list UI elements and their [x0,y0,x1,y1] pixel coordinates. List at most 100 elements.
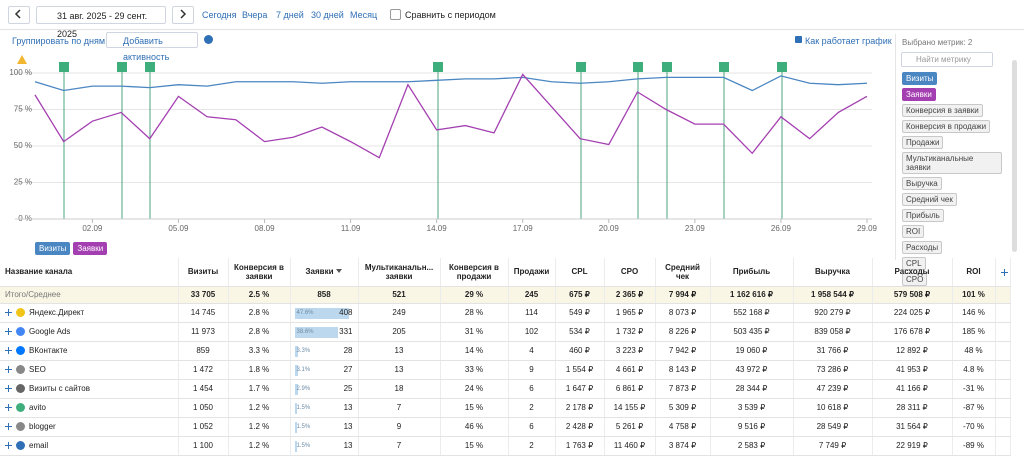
preset[interactable]: Вчера [242,10,268,20]
cell: 1.7 % [228,379,291,399]
metric-option[interactable]: Конверсия в заявки [902,104,983,117]
activity-marker[interactable] [145,62,155,72]
column-header[interactable]: CPO [604,258,656,287]
channel-row: ВКонтакте 859 3.3 % 3.3% 28 13 14 % 4 460 ₽3 223… [0,341,1011,361]
activity-marker[interactable] [117,62,127,72]
metric-option[interactable]: Расходы [902,241,943,254]
column-header[interactable]: Прибыль [710,258,794,287]
metric-option[interactable]: Мультиканальные заявки [902,152,1002,174]
cell: 2 583 ₽ [710,436,794,456]
metric-option[interactable]: Средний чек [902,193,957,206]
metric-selected[interactable]: Заявки [902,88,936,101]
cell: 7 942 ₽ [655,341,711,361]
expand-icon[interactable] [5,442,12,450]
total-cell: 1 958 544 ₽ [793,286,873,304]
next-period[interactable] [172,6,194,24]
metric-option[interactable]: Конверсия в продажи [902,120,991,133]
column-header[interactable]: Заявки [290,258,359,287]
cell: 9 516 ₽ [710,417,794,437]
compare-label[interactable]: Сравнить с периодом [405,10,496,20]
expand-icon[interactable] [5,404,12,412]
expand-icon[interactable] [5,385,12,393]
cell: 3 874 ₽ [655,436,711,456]
metric-option[interactable]: Выручка [902,177,942,190]
date-picker[interactable]: 31 авг. 2025 - 29 сент. 2025 [36,6,166,39]
total-cell: 579 508 ₽ [872,286,953,304]
channel-icon [16,327,25,337]
expand-icon[interactable] [5,423,12,431]
share-bar: 1.5% [294,421,310,433]
column-header[interactable]: Визиты [178,258,229,287]
leads-value: 13 [343,403,353,412]
total-cell: 675 ₽ [555,286,605,304]
activity-marker[interactable] [719,62,729,72]
column-header[interactable]: Продажи [508,258,556,287]
group-by[interactable]: Группировать по дням [12,36,106,46]
cell: 1 647 ₽ [555,379,605,399]
expand-icon[interactable] [5,328,12,336]
channel-cell[interactable]: avito [0,398,179,418]
add-activity[interactable]: Добавить активность [106,32,198,62]
metric-option[interactable]: Продажи [902,136,944,149]
cell: -31 % [952,379,996,399]
channel-cell[interactable]: Яндекс.Директ [0,303,179,323]
preset[interactable]: 30 дней [311,10,344,20]
column-header[interactable]: Выручка [793,258,873,287]
channel-cell[interactable]: Визиты с сайтов [0,379,179,399]
column-header[interactable]: Средний чек [655,258,711,287]
checkbox[interactable] [390,9,401,20]
channel-cell[interactable]: ВКонтакте [0,341,179,361]
column-header[interactable]: Расходы [872,258,953,287]
share-bar: 3.1% [294,364,310,376]
column-header[interactable]: CPL [555,258,605,287]
channel-cell[interactable]: Google Ads [0,322,179,342]
settings-icon[interactable] [204,35,213,44]
plus-icon [1000,268,1008,276]
cell: 14 155 ₽ [604,398,656,418]
metric-search[interactable]: Найти метрику [901,52,993,67]
help-link[interactable]: Как работает график [805,36,892,46]
expand-icon[interactable] [5,347,12,355]
metric-selected[interactable]: Визиты [902,72,938,85]
activity-marker[interactable] [433,62,443,72]
cell: 1 732 ₽ [604,322,656,342]
cell: 47 239 ₽ [793,379,873,399]
x-tick-label: 20.09 [599,224,620,233]
legend-item[interactable]: Заявки [73,242,108,255]
cell: 1 050 [178,398,229,418]
preset[interactable]: Месяц [350,10,378,20]
activity-marker[interactable] [59,62,69,72]
column-header[interactable]: Конверсия в заявки [228,258,291,287]
column-header[interactable]: Конверсия в продажи [440,258,509,287]
metric-option[interactable]: Прибыль [902,209,944,222]
add-column[interactable] [995,258,1011,287]
column-header[interactable]: Название канала [0,258,179,287]
y-tick-label: 25 % [14,178,32,187]
sort-arrow [336,268,343,276]
cell: 28 311 ₽ [872,398,953,418]
cell: 28 % [440,303,509,323]
activity-marker[interactable] [633,62,643,72]
activity-marker[interactable] [662,62,672,72]
metric-option[interactable]: ROI [902,225,925,238]
cell: 920 279 ₽ [793,303,873,323]
activity-marker[interactable] [777,62,787,72]
y-tick-label: 50 % [14,141,32,150]
activity-marker[interactable] [576,62,586,72]
channel-name: ВКонтакте [29,345,68,355]
expand-icon[interactable] [5,366,12,374]
column-header[interactable]: Мультиканальн... заявки [358,258,441,287]
channel-cell[interactable]: blogger [0,417,179,437]
channel-row: blogger 1 052 1.2 % 1.5% 13 9 46 % 6 2 428 ₽5 26… [0,417,1011,437]
cell: 8 143 ₽ [655,360,711,380]
column-header[interactable]: ROI [952,258,996,287]
preset[interactable]: Сегодня [202,10,237,20]
prev-period[interactable] [8,6,30,24]
expand-icon[interactable] [5,309,12,317]
channel-cell[interactable]: SEO [0,360,179,380]
preset[interactable]: 7 дней [276,10,304,20]
cell: 15 % [440,436,509,456]
channel-cell[interactable]: email [0,436,179,456]
channel-icon [16,422,25,432]
legend-item[interactable]: Визиты [35,242,71,255]
